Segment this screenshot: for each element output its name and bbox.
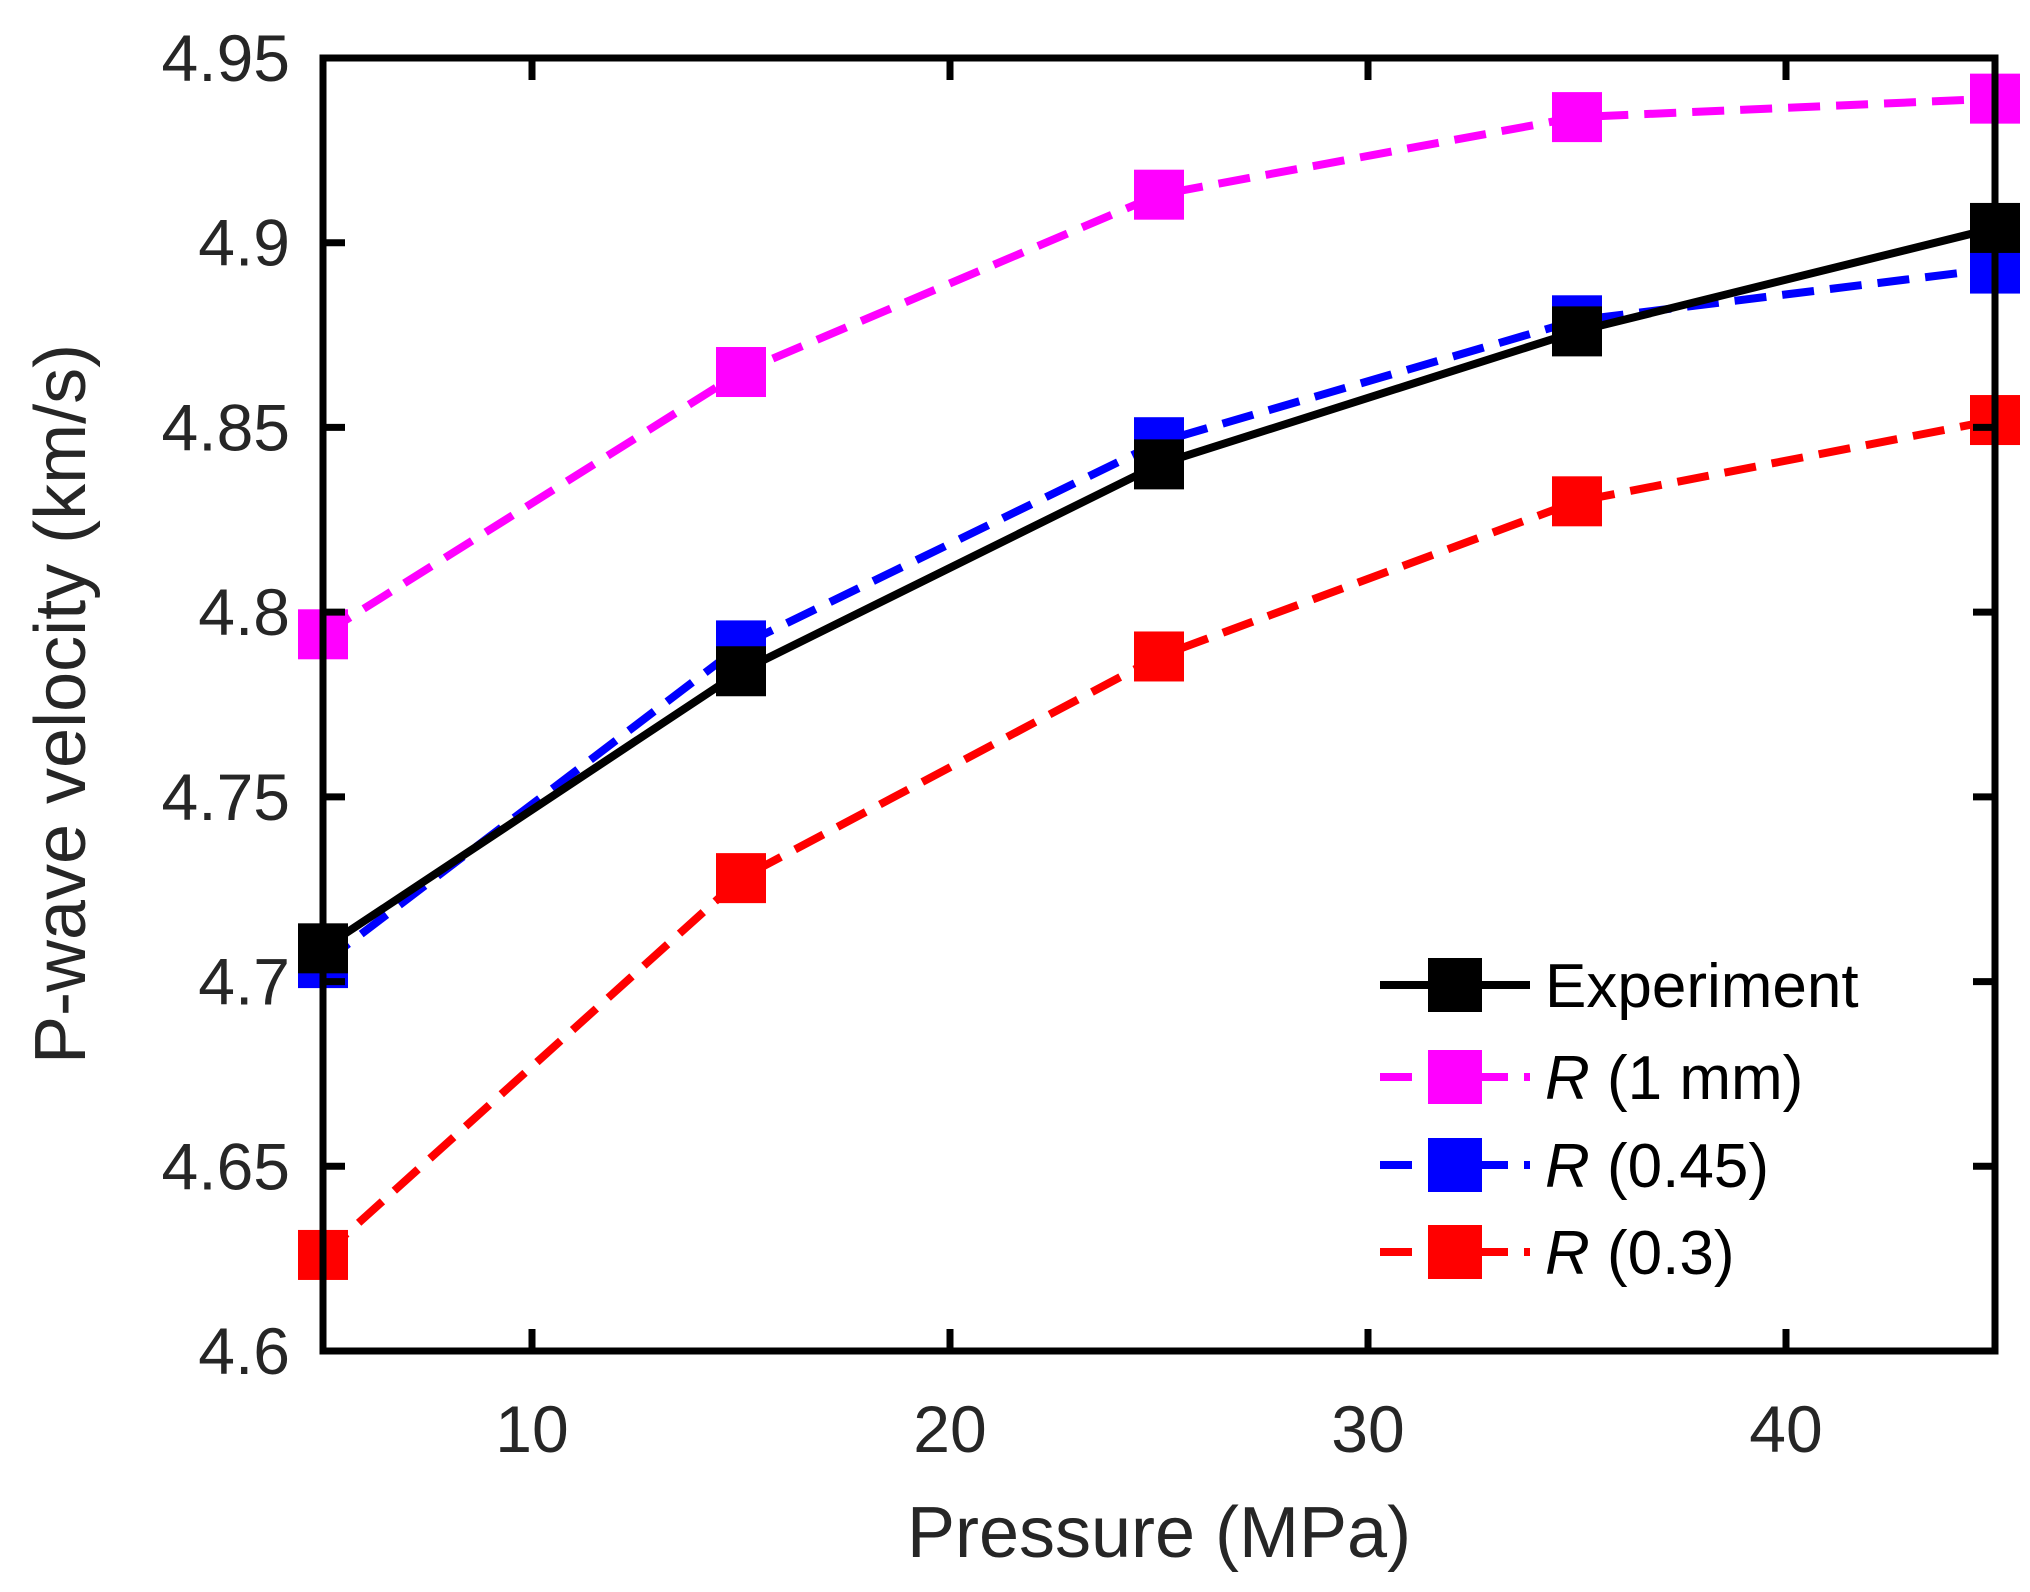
y-tick-label: 4.6: [198, 1314, 290, 1388]
series-line-r-1-mm: [320, 94, 1996, 638]
y-tick-label: 4.75: [162, 760, 290, 834]
marker-r-1-mm-1: [716, 347, 766, 398]
legend-label-text: (1 mm): [1590, 1044, 1804, 1113]
legend-marker-experiment: [1428, 958, 1482, 1012]
legend-marker-r-0-3: [1428, 1225, 1482, 1279]
legend-label-italic: R: [1545, 1044, 1590, 1113]
tick-layer: 10 20 30 40 4.6 4.65 4.7 4.75 4.8 4.85 4.9 4.95: [162, 21, 1995, 1466]
axes-box: [319, 54, 1999, 1355]
legend-label-text: Experiment: [1545, 952, 1859, 1021]
legend-label-italic: R: [1545, 1132, 1590, 1201]
legend-label-experiment: Experiment: [1545, 952, 1859, 1021]
series-line-r-0-45: [320, 264, 1996, 967]
y-tick-label: 4.7: [198, 945, 290, 1019]
marker-experiment-3: [1552, 306, 1602, 357]
series-layer: [298, 73, 2020, 1280]
marker-experiment-1: [716, 646, 766, 697]
series-line-r-0-3: [320, 416, 1996, 1258]
y-tick-label: 4.8: [198, 575, 290, 649]
legend-label-text: (0.3): [1590, 1219, 1735, 1288]
x-axis-title: Pressure (MPa): [907, 1493, 1411, 1573]
x-tick-label: 10: [495, 1392, 568, 1466]
legend-label-italic: R: [1545, 1219, 1590, 1288]
y-axis-title: P-wave velocity (km/s): [21, 344, 101, 1064]
legend-label-r-1-mm: R (1 mm): [1545, 1044, 1803, 1113]
x-tick-label: 20: [913, 1392, 986, 1466]
y-tick-label: 4.9: [198, 206, 290, 280]
legend-marker-r-0-45: [1428, 1138, 1482, 1192]
marker-r-1-mm-2: [1134, 169, 1184, 220]
marker-r-0-3-1: [716, 853, 766, 904]
x-tick-label: 40: [1749, 1392, 1822, 1466]
series-line-experiment: [320, 224, 1996, 952]
marker-r-0-3-2: [1134, 631, 1184, 682]
marker-r-0-3-3: [1552, 476, 1602, 527]
legend-label-r-0-45: R (0.45): [1545, 1132, 1769, 1201]
x-tick-label: 30: [1331, 1392, 1404, 1466]
legend-label-text: (0.45): [1590, 1132, 1769, 1201]
marker-experiment-2: [1134, 439, 1184, 490]
y-tick-label: 4.65: [162, 1129, 290, 1203]
y-tick-label: 4.85: [162, 390, 290, 464]
legend-label-r-0-3: R (0.3): [1545, 1219, 1735, 1288]
legend-marker-r-1-mm: [1428, 1050, 1482, 1104]
y-tick-label: 4.95: [162, 21, 290, 95]
marker-r-1-mm-3: [1552, 92, 1602, 143]
